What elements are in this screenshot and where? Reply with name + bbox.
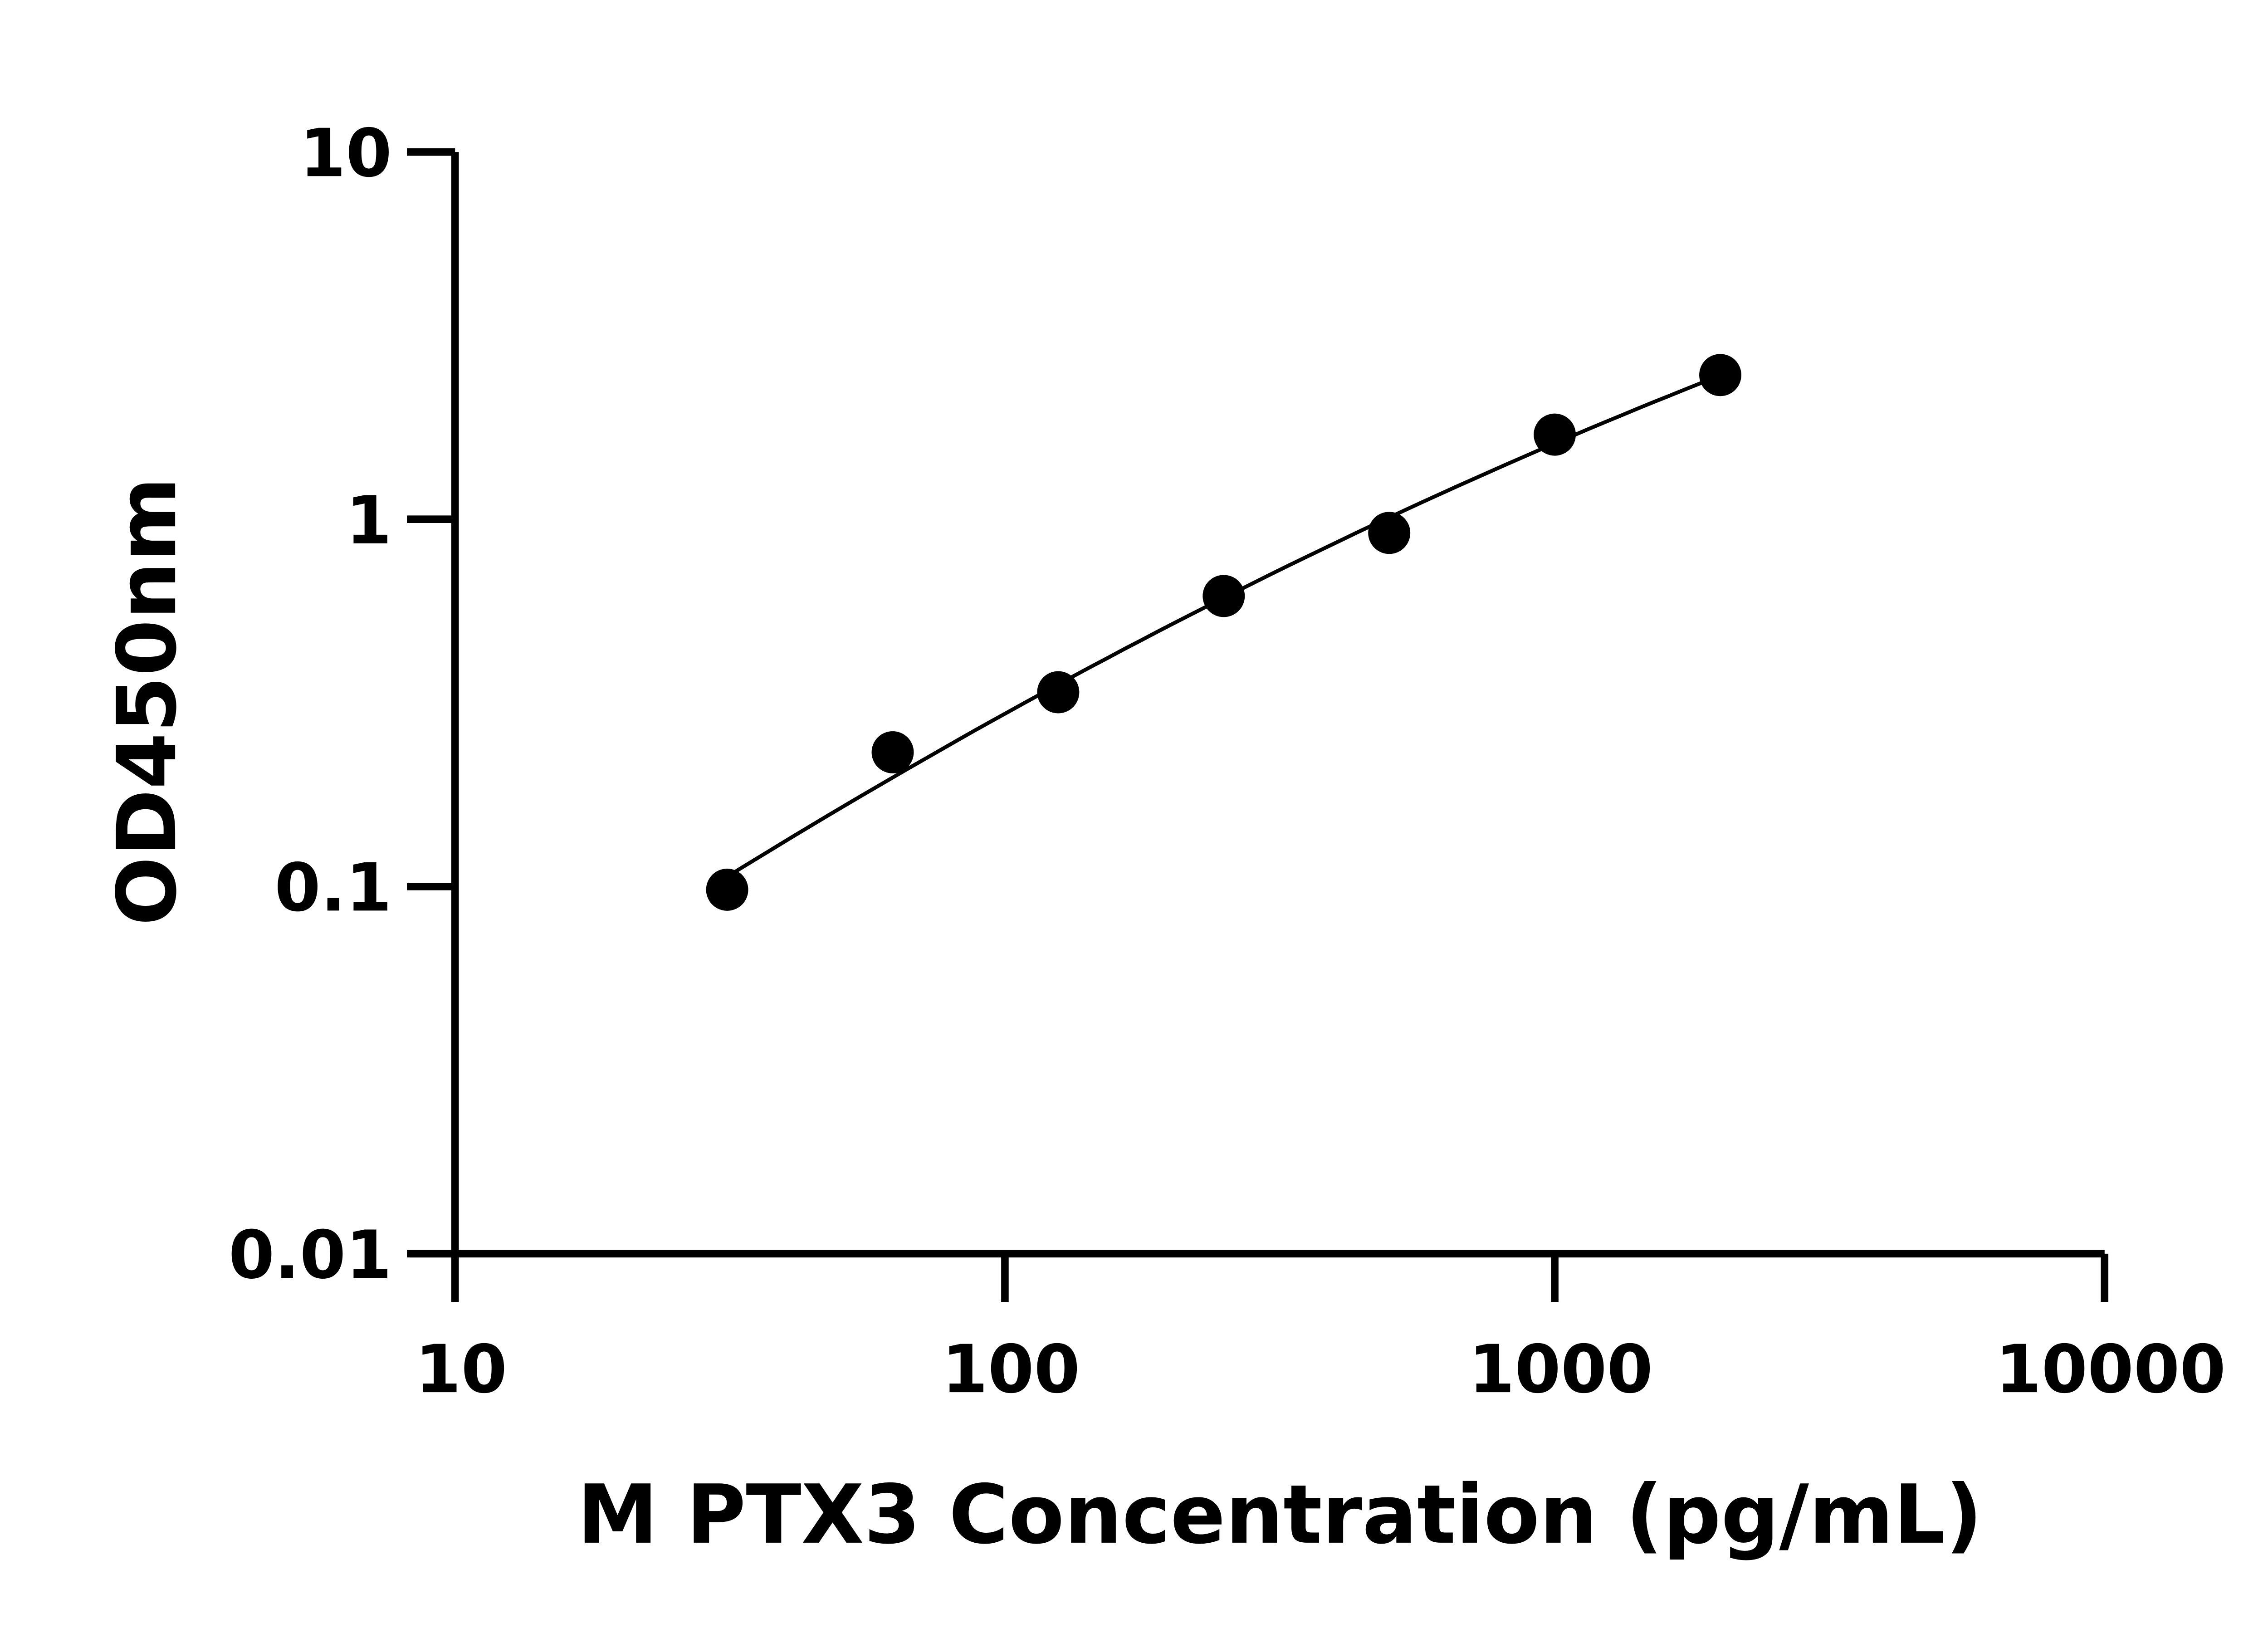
axes: [410, 152, 2105, 1258]
y-tick-label: 1: [346, 482, 392, 559]
data-point: [706, 868, 748, 911]
y-tick-label: 0.1: [274, 849, 392, 926]
data-points: [706, 354, 1741, 911]
data-point: [1037, 671, 1080, 714]
ticks: 10 100 1000 10000 0.01 0.1 1 10: [229, 115, 2226, 1408]
y-axis-title: OD450nm: [100, 477, 195, 926]
x-tick-label: 10: [415, 1331, 507, 1408]
y-tick-label: 10: [300, 115, 392, 192]
fit-curve: [726, 373, 1721, 879]
data-point: [1202, 575, 1245, 617]
y-tick-label: 0.01: [229, 1217, 392, 1294]
x-tick-label: 10000: [1995, 1331, 2226, 1408]
data-point: [1534, 413, 1576, 456]
data-point: [871, 731, 914, 773]
x-tick-label: 100: [942, 1331, 1080, 1408]
data-point: [1699, 354, 1741, 396]
data-point: [1368, 512, 1411, 554]
x-tick-label: 1000: [1469, 1331, 1653, 1408]
x-axis-title: M PTX3 Concentration (pg/mL): [577, 1468, 1982, 1562]
